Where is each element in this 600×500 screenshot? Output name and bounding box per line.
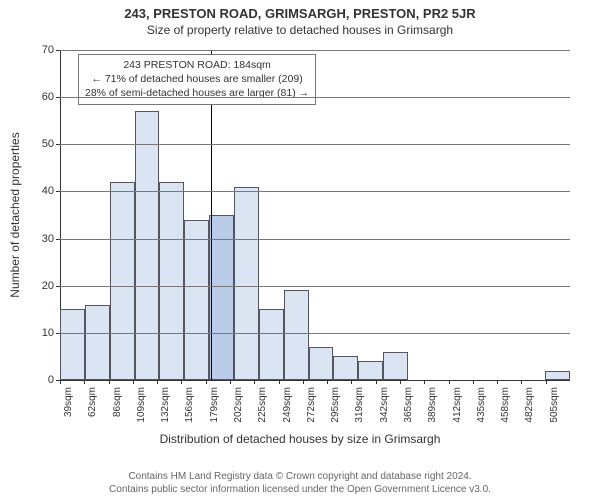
histogram-bar <box>184 220 209 380</box>
annotation-line3: 28% of semi-detached houses are larger (… <box>85 86 309 100</box>
histogram-bar <box>85 305 110 380</box>
footer-line2: Contains public sector information licen… <box>0 483 600 496</box>
grid-line <box>60 144 570 145</box>
histogram-bar <box>234 187 259 380</box>
histogram-bar <box>209 215 234 380</box>
x-tick-label: 39sqm <box>63 387 74 437</box>
histogram-bar <box>159 182 184 380</box>
annotation-line1: 243 PRESTON ROAD: 184sqm <box>85 58 309 72</box>
x-tick-mark <box>206 380 207 384</box>
x-tick-label: 319sqm <box>354 387 365 437</box>
x-tick-mark <box>181 380 182 384</box>
grid-line <box>60 286 570 287</box>
y-tick-mark <box>56 286 60 287</box>
x-tick-label: 132sqm <box>160 387 171 437</box>
x-tick-mark <box>497 380 498 384</box>
histogram-bar <box>259 309 284 380</box>
plot-area: 243 PRESTON ROAD: 184sqm ← 71% of detach… <box>60 50 570 380</box>
x-tick-mark <box>254 380 255 384</box>
y-tick-mark <box>56 191 60 192</box>
x-tick-mark <box>84 380 85 384</box>
y-tick-mark <box>56 50 60 51</box>
x-tick-mark <box>303 380 304 384</box>
x-tick-label: 272sqm <box>306 387 317 437</box>
x-tick-mark <box>400 380 401 384</box>
x-tick-label: 109sqm <box>136 387 147 437</box>
x-tick-label: 389sqm <box>427 387 438 437</box>
histogram-chart: Number of detached properties 243 PRESTO… <box>0 40 600 435</box>
annotation-line2: ← 71% of detached houses are smaller (20… <box>85 72 309 86</box>
footer-attribution: Contains HM Land Registry data © Crown c… <box>0 470 600 496</box>
x-tick-mark <box>109 380 110 384</box>
x-tick-mark <box>60 380 61 384</box>
grid-line <box>60 97 570 98</box>
x-tick-label: 225sqm <box>257 387 268 437</box>
page-subtitle: Size of property relative to detached ho… <box>0 21 600 37</box>
histogram-bar <box>358 361 383 380</box>
histogram-bar <box>383 352 408 380</box>
x-tick-mark <box>424 380 425 384</box>
y-tick-label: 50 <box>14 138 54 150</box>
y-tick-label: 60 <box>14 91 54 103</box>
y-tick-label: 0 <box>14 374 54 386</box>
histogram-bar <box>333 356 358 380</box>
histogram-bar <box>135 111 160 380</box>
grid-line <box>60 50 570 51</box>
x-tick-label: 342sqm <box>379 387 390 437</box>
x-tick-label: 412sqm <box>452 387 463 437</box>
grid-line <box>60 191 570 192</box>
y-tick-label: 20 <box>14 280 54 292</box>
x-axis-line <box>60 380 570 381</box>
x-tick-mark <box>133 380 134 384</box>
page-title: 243, PRESTON ROAD, GRIMSARGH, PRESTON, P… <box>0 0 600 21</box>
y-tick-label: 30 <box>14 233 54 245</box>
y-tick-mark <box>56 97 60 98</box>
y-tick-mark <box>56 144 60 145</box>
histogram-bar <box>309 347 334 380</box>
x-tick-mark <box>473 380 474 384</box>
y-tick-mark <box>56 239 60 240</box>
x-tick-label: 435sqm <box>476 387 487 437</box>
x-tick-label: 482sqm <box>524 387 535 437</box>
x-tick-mark <box>351 380 352 384</box>
x-tick-mark <box>157 380 158 384</box>
x-tick-label: 62sqm <box>87 387 98 437</box>
x-tick-mark <box>521 380 522 384</box>
x-tick-mark <box>449 380 450 384</box>
x-tick-label: 365sqm <box>403 387 414 437</box>
x-tick-mark <box>279 380 280 384</box>
x-tick-mark <box>230 380 231 384</box>
histogram-bar <box>60 309 85 380</box>
y-tick-label: 70 <box>14 44 54 56</box>
x-tick-label: 458sqm <box>500 387 511 437</box>
y-tick-label: 10 <box>14 327 54 339</box>
histogram-bar <box>284 290 309 380</box>
histogram-bar <box>110 182 135 380</box>
grid-line <box>60 333 570 334</box>
x-axis-label: Distribution of detached houses by size … <box>0 432 600 446</box>
grid-line <box>60 239 570 240</box>
x-tick-label: 202sqm <box>233 387 244 437</box>
x-tick-mark <box>327 380 328 384</box>
y-tick-label: 40 <box>14 185 54 197</box>
x-tick-mark <box>546 380 547 384</box>
x-tick-label: 295sqm <box>330 387 341 437</box>
y-tick-mark <box>56 333 60 334</box>
histogram-bar <box>545 371 570 380</box>
x-tick-label: 156sqm <box>184 387 195 437</box>
x-tick-label: 249sqm <box>282 387 293 437</box>
x-tick-mark <box>376 380 377 384</box>
x-tick-label: 505sqm <box>549 387 560 437</box>
footer-line1: Contains HM Land Registry data © Crown c… <box>0 470 600 483</box>
x-tick-label: 86sqm <box>112 387 123 437</box>
y-axis-label: Number of detached properties <box>8 132 22 297</box>
x-tick-label: 179sqm <box>209 387 220 437</box>
